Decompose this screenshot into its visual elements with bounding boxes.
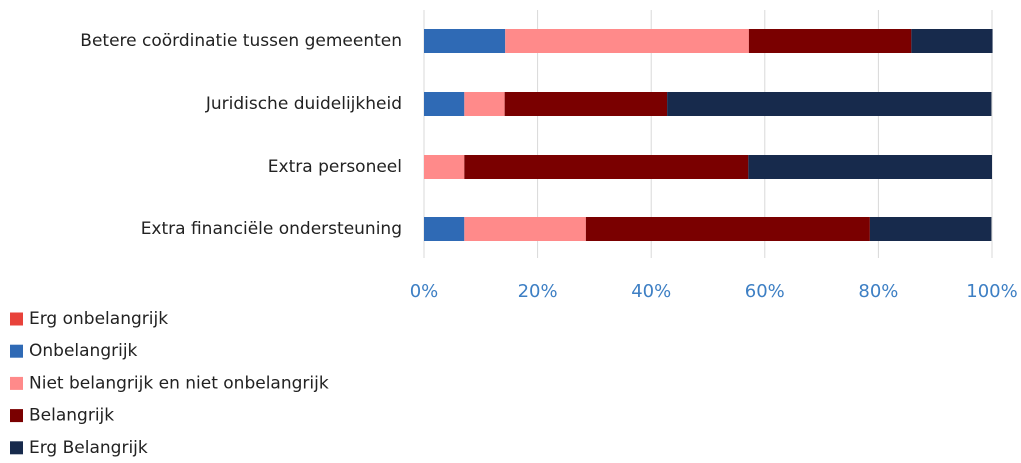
legend-swatch <box>10 344 23 358</box>
legend-swatch <box>10 376 23 390</box>
bar-segment <box>585 217 870 241</box>
bar-segment <box>424 92 465 116</box>
y-tick-label: Extra financiële ondersteuning <box>141 219 402 239</box>
x-tick-label: 100% <box>966 281 1017 302</box>
legend-label: Belangrijk <box>29 406 114 426</box>
bar-segment <box>667 92 992 116</box>
x-tick-label: 0% <box>410 281 439 302</box>
x-tick-label: 60% <box>745 281 785 302</box>
bar-segment <box>424 29 506 53</box>
x-tick-label: 40% <box>631 281 671 302</box>
legend-swatch <box>10 441 23 455</box>
bar-segment <box>748 155 992 179</box>
legend-label: Onbelangrijk <box>29 341 138 361</box>
legend-label: Niet belangrijk en niet onbelangrijk <box>29 373 329 393</box>
bar-segment <box>911 29 993 53</box>
bar-segment <box>464 155 749 179</box>
y-tick-label: Extra personeel <box>268 157 402 177</box>
bar-segment <box>464 92 505 116</box>
bar-segment <box>504 92 668 116</box>
legend-label: Erg onbelangrijk <box>29 309 168 329</box>
legend-label: Erg Belangrijk <box>29 438 148 458</box>
bar-segment <box>505 29 749 53</box>
x-tick-label: 20% <box>518 281 558 302</box>
bar-segment <box>464 217 586 241</box>
y-tick-label: Juridische duidelijkheid <box>205 94 402 114</box>
bar-segment <box>424 217 465 241</box>
bar-segment <box>869 217 992 241</box>
legend-swatch <box>10 312 23 326</box>
bar-segment <box>424 155 465 179</box>
bar-segment <box>748 29 912 53</box>
y-tick-label: Betere coördinatie tussen gemeenten <box>80 31 402 51</box>
x-tick-label: 80% <box>858 281 898 302</box>
legend-swatch <box>10 409 23 423</box>
